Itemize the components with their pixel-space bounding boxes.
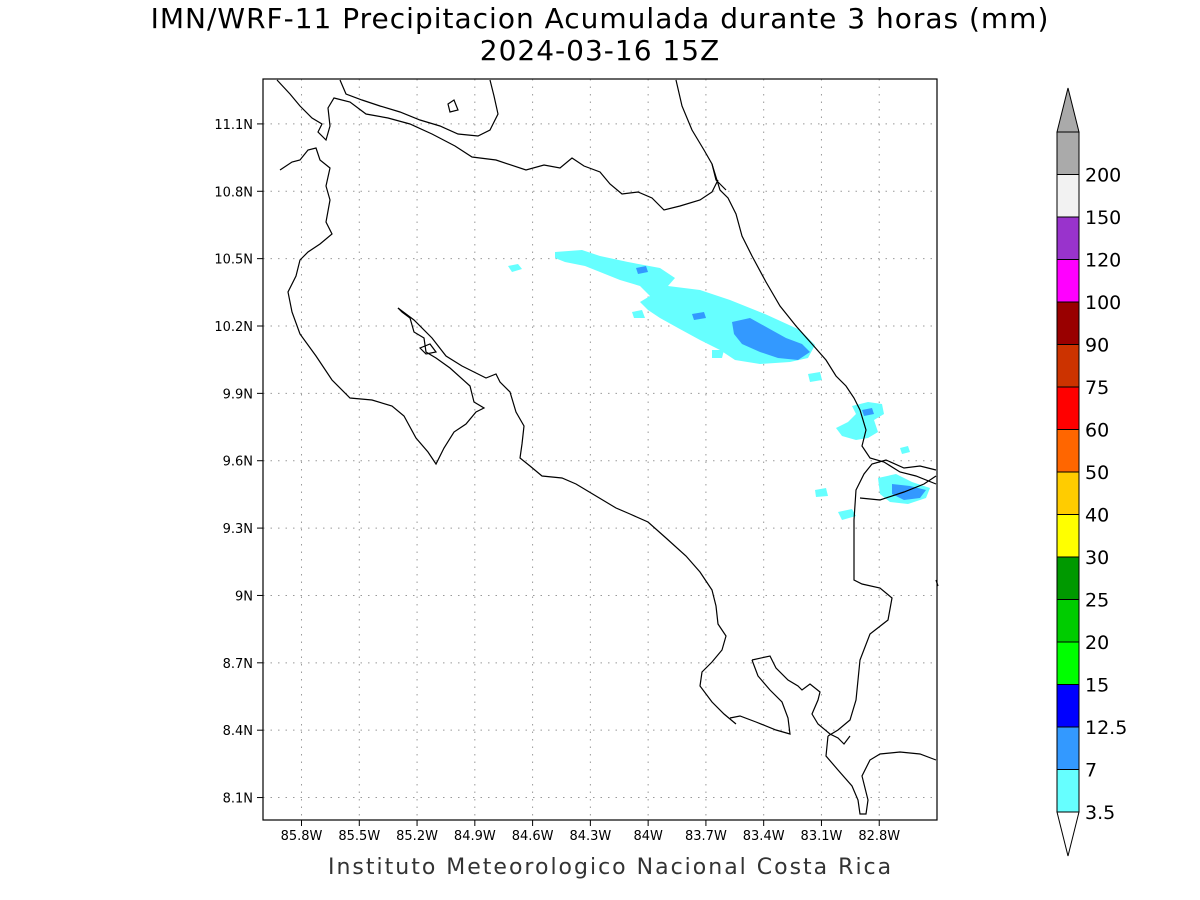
lat-tick-label: 8.1N [223,792,253,807]
precip-area-7mm-southeast [892,484,926,500]
legend-color-box [1056,556,1080,600]
footer-credit: Instituto Meteorologico Nacional Costa R… [328,855,894,880]
legend-labels: 3.5 7 12.5 15 20 25 30 40 50 60 75 90 100 120 150 200 [1085,165,1127,825]
lon-tick-label: 83.7W [685,829,727,844]
lat-tick-label: 9N [235,589,253,604]
legend-color-boxes [1056,87,1080,857]
legend-color-box [1056,769,1080,813]
lon-tick-label: 85.2W [396,829,438,844]
lon-tick-label: 82.8W [858,829,900,844]
lake-nicaragua-shore [339,79,499,137]
lon-tick-label: 84.6W [512,829,554,844]
lat-tick-label: 8.7N [223,657,253,672]
lon-tick-label: 83.4W [743,829,785,844]
legend-color-box [1056,471,1080,515]
lat-tick-label: 11.1N [214,118,253,133]
chart-subtitle-datetime: 2024-03-16 15Z [479,34,721,67]
legend-color-box [1056,301,1080,345]
chart-title: IMN/WRF-11 Precipitacion Acumulada duran… [150,2,1050,35]
lat-tick-label: 9.3N [223,522,253,537]
lake-island [447,99,459,113]
lat-tick-label: 10.5N [214,253,253,268]
legend-color-box [1056,641,1080,685]
precip-area-7mm-small-3 [862,408,874,416]
legend-color-box [1056,344,1080,388]
legend-over-arrow [1056,87,1080,133]
legend-label: 150 [1085,207,1121,229]
costa-rica-caribbean-coast [711,163,937,485]
panama-caribbean-coast-south [859,475,937,501]
osa-peninsula [751,655,851,745]
legend-color-box [1056,429,1080,473]
legend-label: 3.5 [1085,802,1115,824]
legend-color-box [1056,386,1080,430]
legend-label: 25 [1085,590,1109,612]
precip-area-3.5mm-small-3 [808,372,822,382]
lat-tick-label: 9.9N [223,387,253,402]
nicaragua-caribbean-coast [675,79,727,191]
coastlines-and-borders [276,79,939,815]
legend-color-box [1056,259,1080,303]
precip-area-7mm-small-2 [692,312,706,320]
map-frame [262,78,938,821]
lon-tick-label: 83.1W [801,829,843,844]
lat-tick-label: 10.2N [214,320,253,335]
legend-label: 200 [1085,165,1121,187]
lon-tick-label: 84W [633,829,663,844]
burica-peninsula [825,735,937,815]
lat-tick-label: 8.4N [223,724,253,739]
precipitation-areas [508,250,930,520]
lat-tick-label: 10.8N [214,185,253,200]
legend-label: 120 [1085,250,1121,272]
gulf-of-nicoya-shore [397,307,737,725]
legend-label: 60 [1085,420,1109,442]
legend-label: 90 [1085,335,1109,357]
legend-label: 7 [1085,760,1097,782]
precip-area-3.5mm-small-1 [508,264,522,272]
precip-area-3.5mm-small-2 [632,310,645,318]
lon-tick-label: 84.3W [569,829,611,844]
legend-label: 12.5 [1085,717,1127,739]
axis-ticks: 85.8W 85.5W 85.2W 84.9W 84.6W 84.3W 84W 83.7W 83… [214,118,900,844]
lon-tick-label: 85.5W [338,829,380,844]
lon-tick-label: 85.8W [281,829,323,844]
legend-color-box [1056,216,1080,260]
legend-color-box [1056,131,1080,175]
legend-label: 75 [1085,377,1109,399]
legend-label: 30 [1085,547,1109,569]
precip-area-7mm-small-1 [636,266,648,274]
legend-label: 15 [1085,675,1109,697]
precip-area-3.5mm-small-4 [900,446,910,454]
legend-label: 50 [1085,462,1109,484]
costa-rica-pacific-coast-northwest [279,147,486,466]
nicaragua-border [276,79,719,211]
gulf-of-nicoya-island [418,343,438,355]
legend-label: 100 [1085,292,1121,314]
precip-area-3.5mm-small-5 [815,488,828,497]
legend-label: 40 [1085,505,1109,527]
panama-border-east [827,459,937,737]
precip-area-3.5mm-small-6 [838,509,856,520]
legend-label: 20 [1085,632,1109,654]
legend-color-box [1056,726,1080,770]
legend-color-box [1056,174,1080,218]
lat-tick-label: 9.6N [223,455,253,470]
legend-color-box [1056,684,1080,728]
precip-area-7mm-center [732,318,810,360]
golfo-dulce-shore [729,659,791,735]
precip-area-3.5mm-small-7 [712,350,724,358]
legend-under-arrow [1056,811,1080,857]
legend-color-box [1056,599,1080,643]
lon-tick-label: 84.9W [454,829,496,844]
legend-color-box [1056,514,1080,558]
